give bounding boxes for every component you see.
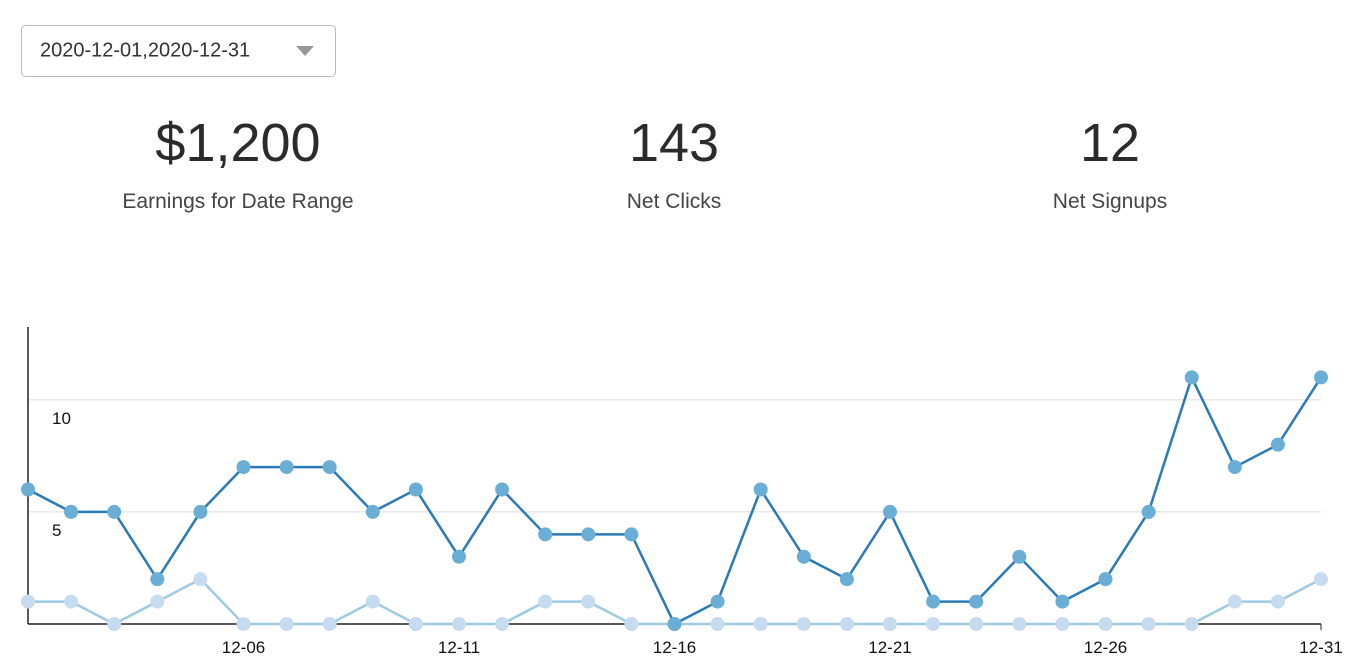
point xyxy=(322,460,337,475)
x-tick-label: 12-06 xyxy=(222,638,265,657)
point xyxy=(150,572,165,587)
point xyxy=(538,527,553,542)
point xyxy=(1141,617,1156,631)
point xyxy=(1270,594,1285,609)
point xyxy=(1055,594,1070,609)
point xyxy=(193,504,208,519)
stat-label: Net Clicks xyxy=(627,190,722,213)
point xyxy=(1270,437,1285,452)
y-tick-label: 10 xyxy=(52,409,71,428)
point xyxy=(710,617,725,631)
point xyxy=(495,482,510,497)
point xyxy=(1141,504,1156,519)
point xyxy=(883,504,897,519)
point xyxy=(236,460,251,475)
stat-value: 143 xyxy=(629,113,719,173)
point xyxy=(322,617,337,631)
point xyxy=(64,504,79,519)
point xyxy=(624,617,639,631)
x-tick-label: 12-16 xyxy=(653,638,696,657)
point xyxy=(452,549,466,564)
point xyxy=(1227,460,1242,475)
point xyxy=(1098,572,1113,587)
point xyxy=(796,549,811,564)
point xyxy=(1314,572,1328,587)
point xyxy=(581,594,596,609)
point xyxy=(1012,617,1027,631)
x-tick-label: 12-31 xyxy=(1299,638,1342,657)
point xyxy=(753,617,768,631)
point xyxy=(753,482,768,497)
stat-label: Net Signups xyxy=(1053,190,1167,213)
point xyxy=(1098,617,1113,631)
point xyxy=(667,617,682,631)
dropdown-box[interactable] xyxy=(21,25,336,77)
point xyxy=(710,594,725,609)
point xyxy=(796,617,811,631)
point xyxy=(1314,370,1328,385)
x-tick-label: 12-26 xyxy=(1084,638,1127,657)
point xyxy=(150,594,165,609)
point xyxy=(365,504,380,519)
point xyxy=(408,617,423,631)
point xyxy=(926,617,941,631)
stat-value: $1,200 xyxy=(155,113,320,173)
point xyxy=(1184,370,1199,385)
dropdown-text[interactable]: 2020-12-01,2020-12-31 xyxy=(40,39,250,61)
point xyxy=(1012,549,1027,564)
point xyxy=(1227,594,1242,609)
point xyxy=(883,617,897,631)
point xyxy=(839,617,854,631)
x-tick-label: 12-21 xyxy=(868,638,911,657)
point xyxy=(279,617,294,631)
dropdown-caret[interactable] xyxy=(296,46,314,56)
point xyxy=(624,527,639,542)
point xyxy=(581,527,596,542)
point xyxy=(926,594,941,609)
stat-value: 12 xyxy=(1080,113,1140,173)
point xyxy=(1184,617,1199,631)
point xyxy=(408,482,423,497)
point xyxy=(839,572,854,587)
date-range-dropdown[interactable]: 2020-12-01,2020-12-31 xyxy=(21,25,336,77)
x-tick-label: 12-11 xyxy=(438,638,480,657)
point xyxy=(452,617,466,631)
point xyxy=(107,504,122,519)
point xyxy=(193,572,208,587)
point xyxy=(21,482,35,497)
point xyxy=(495,617,510,631)
point xyxy=(538,594,553,609)
stat-label: Earnings for Date Range xyxy=(122,190,353,213)
point xyxy=(969,594,984,609)
point xyxy=(21,594,35,609)
point xyxy=(107,617,122,631)
point xyxy=(969,617,984,631)
point xyxy=(365,594,380,609)
point xyxy=(279,460,294,475)
point xyxy=(1055,617,1070,631)
series-line xyxy=(27,374,1323,626)
point xyxy=(236,617,251,631)
point xyxy=(64,594,79,609)
y-tick-label: 5 xyxy=(52,521,61,540)
